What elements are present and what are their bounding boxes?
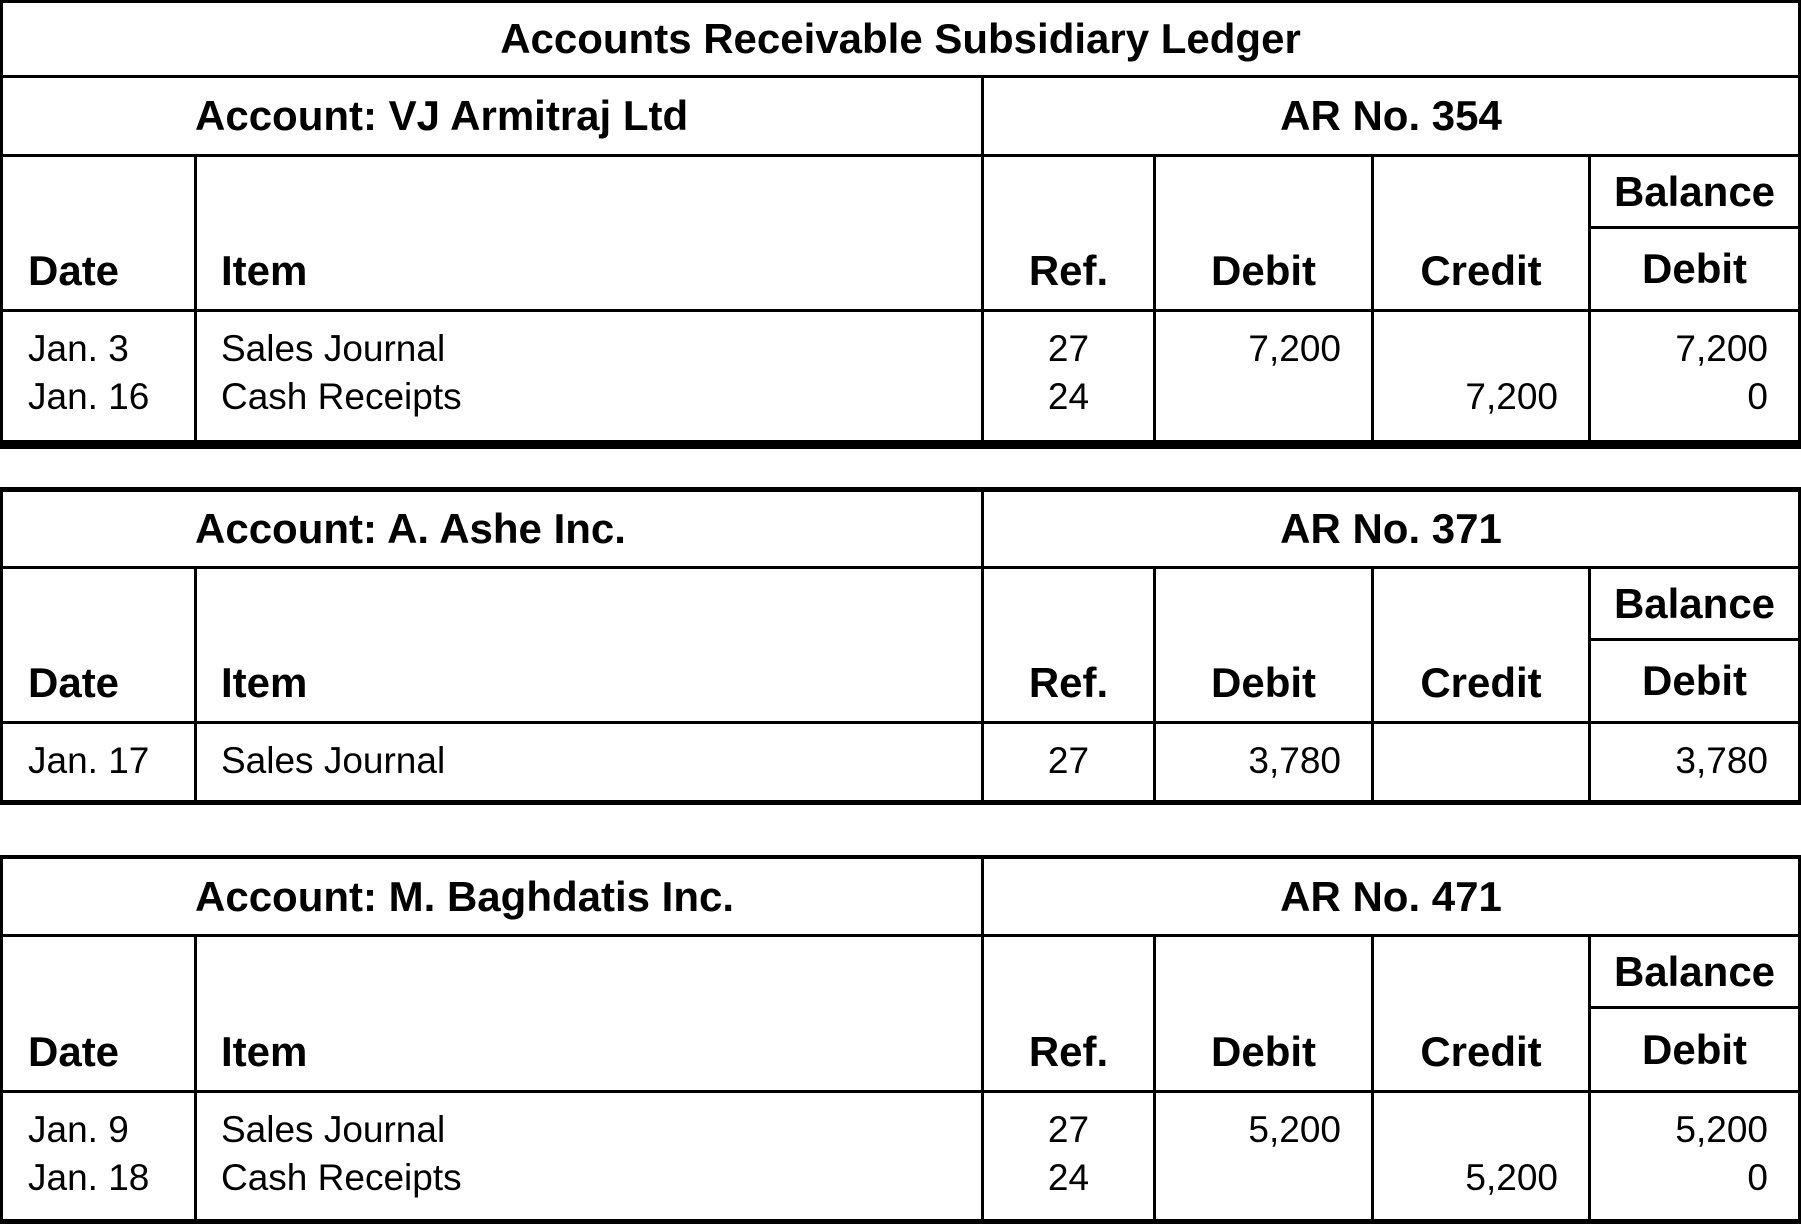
table-rows: Jan. 17 Sales Journal 27 3,780 3,780 xyxy=(3,724,1798,800)
date-cell: Jan. 17 xyxy=(3,724,194,800)
debit-value: 3,780 xyxy=(1248,740,1341,781)
debit-value xyxy=(1156,1154,1341,1202)
header-item: Item xyxy=(194,157,981,309)
item-value: Cash Receipts xyxy=(221,376,462,417)
header-item: Item xyxy=(194,569,981,721)
header-debit: Debit xyxy=(1153,937,1371,1090)
header-date: Date xyxy=(28,247,120,294)
account-header-row: Account: M. Baghdatis Inc. AR No. 471 xyxy=(3,859,1798,937)
header-balance-group: Balance Debit xyxy=(1588,569,1798,721)
column-header-row: Date Item Ref. Debit Credit Balance Debi… xyxy=(3,157,1798,312)
account-name: Account: M. Baghdatis Inc. xyxy=(195,872,735,920)
debit-cell: 3,780 xyxy=(1153,724,1371,800)
ref-value: 27 xyxy=(1047,328,1090,369)
header-balance: Balance xyxy=(1591,569,1798,641)
header-credit: Credit xyxy=(1371,937,1588,1090)
ref-value: 24 xyxy=(1047,1157,1090,1198)
credit-value xyxy=(1374,1106,1558,1154)
header-ref: Ref. xyxy=(981,569,1153,721)
header-balance: Balance xyxy=(1591,157,1798,229)
date-value: Jan. 16 xyxy=(28,376,150,417)
page-title: Accounts Receivable Subsidiary Ledger xyxy=(3,3,1798,78)
balance-value: 3,780 xyxy=(1675,740,1768,781)
item-cell: Sales Journal Cash Receipts xyxy=(194,312,981,440)
debit-cell: 7,200 xyxy=(1153,312,1371,440)
balance-cell: 3,780 xyxy=(1588,724,1798,800)
header-date: Date xyxy=(28,659,120,706)
date-cell: Jan. 9 Jan. 18 xyxy=(3,1093,194,1219)
debit-cell: 5,200 xyxy=(1153,1093,1371,1219)
header-ref: Ref. xyxy=(981,937,1153,1090)
ledger-table-a-ashe: Account: A. Ashe Inc. AR No. 371 Date It… xyxy=(0,487,1801,805)
date-value: Jan. 17 xyxy=(28,740,150,781)
date-value: Jan. 3 xyxy=(28,328,129,369)
column-header-row: Date Item Ref. Debit Credit Balance Debi… xyxy=(3,937,1798,1093)
balance-value: 5,200 xyxy=(1675,1109,1768,1150)
credit-cell: 5,200 xyxy=(1371,1093,1588,1219)
credit-value: 7,200 xyxy=(1465,376,1558,417)
credit-cell: 7,200 xyxy=(1371,312,1588,440)
account-header-row: Account: A. Ashe Inc. AR No. 371 xyxy=(3,492,1798,569)
ref-cell: 27 xyxy=(981,724,1153,800)
ar-number: AR No. 371 xyxy=(981,492,1798,566)
account-name: Account: VJ Armitraj Ltd xyxy=(195,92,689,139)
ar-number: AR No. 471 xyxy=(981,859,1798,934)
ledger-table-m-baghdatis: Account: M. Baghdatis Inc. AR No. 471 Da… xyxy=(0,855,1801,1224)
balance-value: 0 xyxy=(1747,376,1768,417)
header-debit: Debit xyxy=(1153,569,1371,721)
ledger-table-vj-armitraj: Accounts Receivable Subsidiary Ledger Ac… xyxy=(0,0,1801,449)
header-item: Item xyxy=(194,937,981,1090)
column-header-row: Date Item Ref. Debit Credit Balance Debi… xyxy=(3,569,1798,724)
account-name: Account: A. Ashe Inc. xyxy=(195,505,626,552)
debit-value xyxy=(1156,373,1341,421)
item-value: Sales Journal xyxy=(221,328,446,369)
account-header-row: Account: VJ Armitraj Ltd AR No. 354 xyxy=(3,78,1798,157)
ref-cell: 27 24 xyxy=(981,312,1153,440)
header-balance-debit: Debit xyxy=(1642,1025,1747,1073)
ref-value: 27 xyxy=(1047,740,1090,781)
ar-number: AR No. 354 xyxy=(981,78,1798,154)
date-value: Jan. 18 xyxy=(28,1157,150,1198)
header-balance-debit: Debit xyxy=(1642,245,1747,292)
header-credit: Credit xyxy=(1371,569,1588,721)
credit-value: 5,200 xyxy=(1465,1157,1558,1198)
credit-cell xyxy=(1371,724,1588,800)
date-value: Jan. 9 xyxy=(28,1109,129,1150)
balance-cell: 5,200 0 xyxy=(1588,1093,1798,1219)
ref-value: 24 xyxy=(1047,376,1090,417)
header-date: Date xyxy=(28,1028,120,1075)
item-cell: Sales Journal xyxy=(194,724,981,800)
header-debit: Debit xyxy=(1153,157,1371,309)
header-balance-debit: Debit xyxy=(1642,657,1747,704)
header-balance-group: Balance Debit xyxy=(1588,937,1798,1090)
credit-value xyxy=(1374,325,1558,373)
balance-cell: 7,200 0 xyxy=(1588,312,1798,440)
date-cell: Jan. 3 Jan. 16 xyxy=(3,312,194,440)
ref-cell: 27 24 xyxy=(981,1093,1153,1219)
header-credit: Credit xyxy=(1371,157,1588,309)
table-rows: Jan. 3 Jan. 16 Sales Journal Cash Receip… xyxy=(3,312,1798,440)
item-cell: Sales Journal Cash Receipts xyxy=(194,1093,981,1219)
item-value: Sales Journal xyxy=(221,740,446,781)
header-ref: Ref. xyxy=(981,157,1153,309)
item-value: Cash Receipts xyxy=(221,1157,462,1198)
item-value: Sales Journal xyxy=(221,1109,446,1150)
debit-value: 7,200 xyxy=(1248,328,1341,369)
header-balance-group: Balance Debit xyxy=(1588,157,1798,309)
balance-value: 7,200 xyxy=(1675,328,1768,369)
credit-value xyxy=(1374,737,1558,785)
ref-value: 27 xyxy=(1047,1109,1090,1150)
balance-value: 0 xyxy=(1747,1157,1768,1198)
debit-value: 5,200 xyxy=(1248,1109,1341,1150)
table-rows: Jan. 9 Jan. 18 Sales Journal Cash Receip… xyxy=(3,1093,1798,1219)
header-balance: Balance xyxy=(1591,937,1798,1009)
